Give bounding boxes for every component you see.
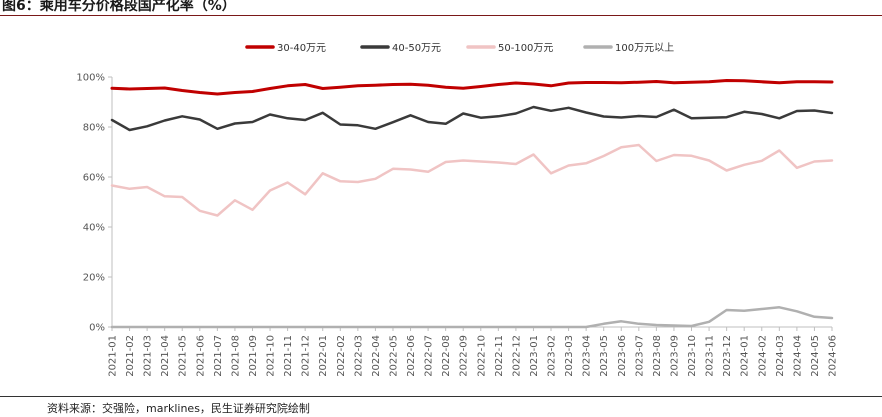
x-axis: 2021-01 2021-02 2021-03 2021-04 2021-05 2021-… xyxy=(108,326,839,377)
x-tick-label: 2024-06 xyxy=(828,335,839,377)
chart-legend: 30-40万元 40-50万元 50-100万元 100万元以上 xyxy=(245,42,674,54)
series-line-1 xyxy=(110,105,834,132)
legend-label-2: 50-100万元 xyxy=(498,43,553,54)
x-tick-label: 2023-12 xyxy=(722,335,733,377)
footer-divider xyxy=(0,396,882,397)
x-tick-label: 2022-11 xyxy=(494,335,505,377)
x-tick-label: 2021-11 xyxy=(283,335,294,377)
x-tick-label: 2024-03 xyxy=(775,335,786,377)
series-line-0 xyxy=(110,79,834,96)
source-note: 资料来源：交强险，marklines，民生证券研究院绘制 xyxy=(47,402,310,415)
series-line-2 xyxy=(110,143,834,217)
x-tick-label: 2024-01 xyxy=(740,335,751,377)
x-tick-label: 2022-02 xyxy=(336,335,347,377)
legend-label-0: 30-40万元 xyxy=(277,43,326,54)
x-tick-label: 2021-03 xyxy=(143,335,154,377)
x-tick-label: 2021-04 xyxy=(160,335,171,377)
y-tick-label: 20% xyxy=(83,273,105,284)
x-tick-label: 2023-08 xyxy=(652,335,663,377)
y-tick-label: 0% xyxy=(89,323,105,334)
x-tick-label: 2024-04 xyxy=(792,335,803,377)
x-tick-label: 2023-04 xyxy=(582,335,593,377)
x-tick-label: 2023-01 xyxy=(529,335,540,377)
x-tick-label: 2021-05 xyxy=(178,335,189,377)
chart-title: 图6：乘用车分价格段国产化率（%） xyxy=(2,0,236,14)
x-tick-label: 2021-10 xyxy=(266,335,277,377)
x-tick-label: 2022-06 xyxy=(406,335,417,377)
x-tick-label: 2022-03 xyxy=(353,335,364,377)
x-tick-label: 2022-12 xyxy=(511,335,522,377)
title-divider xyxy=(0,15,882,16)
y-axis: 0% 20% 40% 60% 80% 100% xyxy=(76,73,113,334)
x-tick-label: 2023-11 xyxy=(705,335,716,377)
x-tick-label: 2022-04 xyxy=(371,335,382,377)
y-tick-label: 80% xyxy=(83,123,105,134)
series-lines xyxy=(110,79,834,329)
x-tick-label: 2022-09 xyxy=(459,335,470,377)
y-tick-label: 60% xyxy=(83,173,105,184)
x-tick-label: 2023-05 xyxy=(599,335,610,377)
x-tick-label: 2022-01 xyxy=(318,335,329,377)
line-chart: 30-40万元 40-50万元 50-100万元 100万元以上 0% 20% 40% 60… xyxy=(76,42,839,377)
x-tick-label: 2021-12 xyxy=(301,335,312,377)
x-tick-label: 2023-10 xyxy=(687,335,698,377)
x-tick-label: 2022-08 xyxy=(441,335,452,377)
series-line-3 xyxy=(110,306,834,329)
x-tick-label: 2022-07 xyxy=(424,335,435,377)
legend-label-3: 100万元以上 xyxy=(615,42,674,54)
x-tick-label: 2022-10 xyxy=(476,335,487,377)
x-tick-label: 2022-05 xyxy=(388,335,399,377)
y-tick-label: 100% xyxy=(76,73,105,84)
y-tick-label: 40% xyxy=(83,223,105,234)
x-tick-label: 2021-08 xyxy=(230,335,241,377)
x-tick-label: 2021-02 xyxy=(125,335,136,377)
x-tick-label: 2023-02 xyxy=(547,335,558,377)
legend-label-1: 40-50万元 xyxy=(392,43,441,54)
x-tick-label: 2021-01 xyxy=(108,335,119,377)
x-tick-label: 2021-06 xyxy=(195,335,206,377)
x-tick-label: 2023-06 xyxy=(617,335,628,377)
x-tick-label: 2023-09 xyxy=(669,335,680,377)
x-tick-label: 2023-03 xyxy=(564,335,575,377)
x-tick-label: 2024-05 xyxy=(810,335,821,377)
x-tick-label: 2021-09 xyxy=(248,335,259,377)
x-tick-label: 2021-07 xyxy=(213,335,224,377)
x-tick-label: 2023-07 xyxy=(634,335,645,377)
x-tick-label: 2024-02 xyxy=(757,335,768,377)
